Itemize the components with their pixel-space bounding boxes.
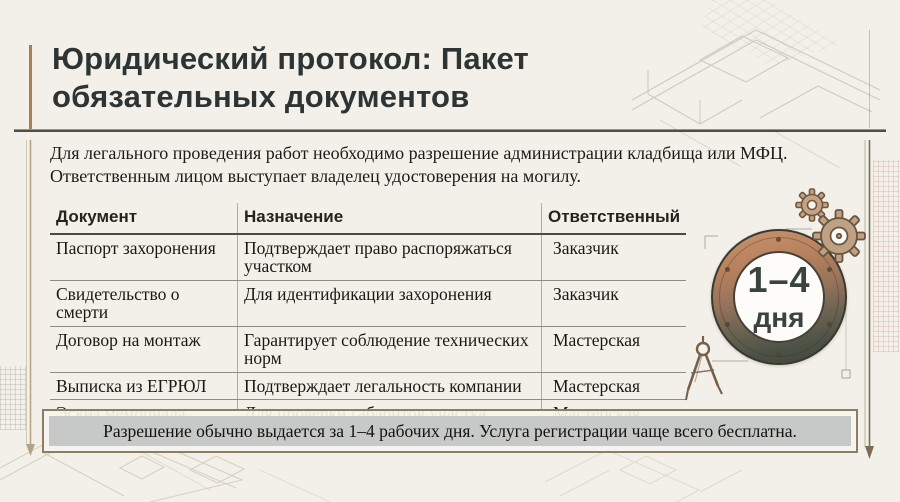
badge-center: 1–4 дня xyxy=(733,251,825,343)
rivet-dot xyxy=(827,322,832,327)
cell-purpose: Для идентификации захоронения xyxy=(237,280,541,326)
page-title: Юридический протокол: Пакет обязательных… xyxy=(52,40,529,116)
table-row: Договор на монтаж Гарантирует соблюдение… xyxy=(50,326,686,373)
footer-note-highlight: Разрешение обычно выдается за 1–4 рабочи… xyxy=(49,416,851,446)
table-header-purpose: Назначение xyxy=(237,203,541,233)
rivet-dot xyxy=(827,267,832,272)
cell-responsible: Мастерская xyxy=(541,326,686,372)
rivet-dot xyxy=(776,352,781,357)
table-row: Свидетельство о смерти Для идентификации… xyxy=(50,280,686,327)
rivet-dot xyxy=(725,322,730,327)
title-divider xyxy=(14,129,886,132)
rivet-dot xyxy=(725,267,730,272)
cell-document: Выписка из ЕГРЮЛ xyxy=(56,375,207,396)
rivet-dot xyxy=(776,237,781,242)
table-header-document: Документ xyxy=(56,207,138,226)
cell-document: Договор на монтаж xyxy=(56,329,201,350)
table-row: Выписка из ЕГРЮЛ Подтверждает легальност… xyxy=(50,372,686,400)
dimension-line-left xyxy=(26,140,35,456)
badge-unit: дня xyxy=(753,302,805,333)
graph-grid-left xyxy=(0,366,26,430)
cell-responsible: Заказчик xyxy=(541,234,686,280)
table-header-responsible: Ответственный xyxy=(541,203,686,233)
intro-line1: Для легального проведения работ необходи… xyxy=(50,143,788,163)
table-header-row: Документ Назначение Ответственный xyxy=(50,203,686,235)
compass-icon xyxy=(685,336,723,401)
intro-line2: Ответственным лицом выступает владелец у… xyxy=(50,165,582,186)
footer-note-box: Разрешение обычно выдается за 1–4 рабочи… xyxy=(42,409,858,453)
cell-responsible: Заказчик xyxy=(541,280,686,326)
cell-document: Свидетельство о смерти xyxy=(56,283,180,322)
intro-text: Для легального проведения работ необходи… xyxy=(50,142,862,187)
graph-grid-right xyxy=(873,160,899,352)
gears-icon xyxy=(795,188,866,263)
cell-responsible: Мастерская xyxy=(541,372,686,399)
badge-value: 1–4 xyxy=(747,259,811,300)
page-title-line2: обязательных документов xyxy=(52,79,470,114)
cell-purpose: Гарантирует соблюдение технических норм xyxy=(237,326,541,372)
cell-purpose: Подтверждает легальность компании xyxy=(237,372,541,399)
footer-note-text: Разрешение обычно выдается за 1–4 рабочи… xyxy=(103,420,797,441)
cell-document: Паспорт захоронения xyxy=(56,237,216,258)
cell-purpose: Подтверждает право распоряжаться участко… xyxy=(237,234,541,280)
title-accent-line xyxy=(29,45,32,129)
page-title-line1: Юридический протокол: Пакет xyxy=(52,41,529,76)
table-row: Паспорт захоронения Подтверждает право р… xyxy=(50,234,686,281)
documents-table: Документ Назначение Ответственный Паспор… xyxy=(50,203,686,427)
